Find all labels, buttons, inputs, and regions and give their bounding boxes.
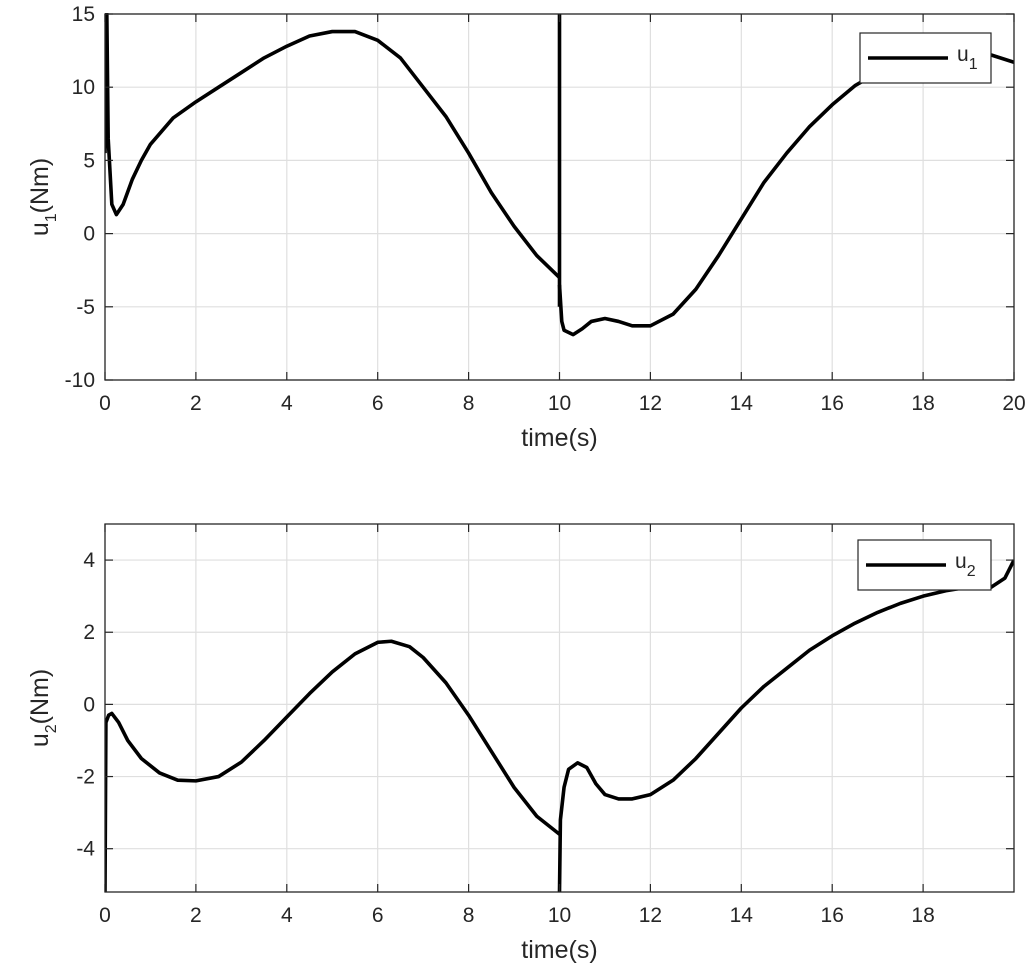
y-tick-label: 2 xyxy=(83,621,95,644)
x-tick-label: 18 xyxy=(911,392,934,415)
y-tick-label: 0 xyxy=(83,693,95,716)
x-tick-label: 6 xyxy=(372,904,384,927)
legend: u2 xyxy=(857,539,992,591)
x-tick-label: 14 xyxy=(730,904,754,927)
x-tick-label: 0 xyxy=(99,904,111,927)
x-tick-label: 4 xyxy=(281,904,293,927)
series-u2 xyxy=(105,559,1014,893)
x-tick-label: 0 xyxy=(99,392,111,415)
series-line-u2-segment-0 xyxy=(105,639,561,893)
x-tick-label: 20 xyxy=(1002,392,1025,415)
y-tick-label: 0 xyxy=(83,223,95,246)
x-tick-label: 6 xyxy=(372,392,384,415)
x-tick-label: 16 xyxy=(821,904,844,927)
x-tick-label: 18 xyxy=(911,904,934,927)
x-tick-label: 10 xyxy=(548,904,571,927)
x-tick-label: 12 xyxy=(639,392,662,415)
series-line-u2-segment-1 xyxy=(557,559,1014,893)
series-line-u1-segment-0 xyxy=(105,13,561,279)
x-axis-label: time(s) xyxy=(521,936,597,964)
y-tick-label: -2 xyxy=(76,766,95,789)
x-axis-label: time(s) xyxy=(521,424,597,452)
x-tick-label: 10 xyxy=(548,392,571,415)
x-tick-label: 2 xyxy=(190,904,202,927)
x-tick-label: 8 xyxy=(463,392,475,415)
y-tick-label: -5 xyxy=(76,296,95,319)
y-tick-label: 5 xyxy=(83,149,95,172)
y-tick-label: -10 xyxy=(65,369,95,392)
x-tick-label: 12 xyxy=(639,904,662,927)
y-tick-label: 15 xyxy=(72,3,95,26)
chart-u2: 0 2 4 6 8 10 12 14 16 18 -4 -2 0 2 4 time(s) u2(Nm) u2 xyxy=(26,523,1015,964)
x-tick-label: 16 xyxy=(821,392,844,415)
x-tick-label: 2 xyxy=(190,392,202,415)
x-tick-label: 14 xyxy=(730,392,754,415)
legend: u1 xyxy=(859,32,992,84)
x-tick-label: 4 xyxy=(281,392,293,415)
y-axis-label: u2(Nm) xyxy=(26,669,60,747)
x-tick-label: 8 xyxy=(463,904,475,927)
legend-label: u2 xyxy=(955,550,976,580)
y-tick-label: 10 xyxy=(72,76,95,99)
chart-u1: 0 2 4 6 8 10 12 14 16 18 20 -10 -5 0 5 10 15 time(s) u1(Nm… xyxy=(26,3,1026,452)
y-tick-label: -4 xyxy=(76,838,95,861)
legend-label: u1 xyxy=(957,43,978,73)
y-axis-label: u1(Nm) xyxy=(26,158,60,236)
y-tick-label: 4 xyxy=(83,549,95,572)
